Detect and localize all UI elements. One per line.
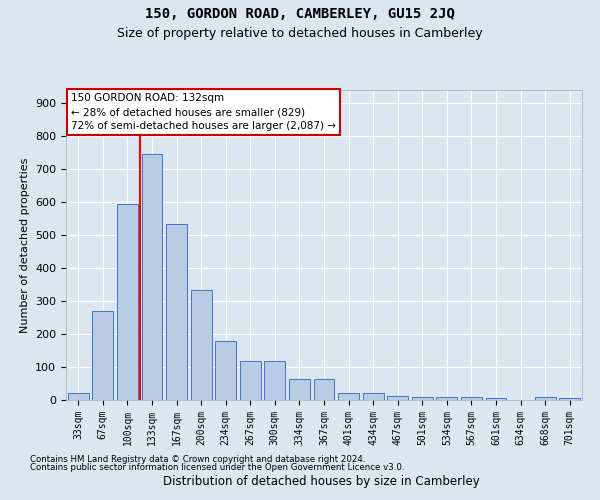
Bar (215, 342, 236, 400)
Text: Distribution of detached houses by size in Camberley: Distribution of detached houses by size … (163, 474, 479, 488)
Text: Contains HM Land Registry data © Crown copyright and database right 2024.: Contains HM Land Registry data © Crown c… (30, 455, 365, 464)
Bar (387, 396, 408, 400)
Text: Contains public sector information licensed under the Open Government Licence v3: Contains public sector information licen… (30, 464, 404, 472)
Bar (412, 398, 433, 400)
Bar (289, 378, 310, 400)
Bar (92, 311, 113, 400)
Text: 150, GORDON ROAD, CAMBERLEY, GU15 2JQ: 150, GORDON ROAD, CAMBERLEY, GU15 2JQ (145, 8, 455, 22)
Bar (142, 154, 163, 400)
Bar (314, 378, 334, 400)
Bar (338, 392, 359, 400)
Bar (240, 361, 261, 400)
Bar (117, 204, 138, 400)
Bar (362, 394, 383, 400)
Text: 150 GORDON ROAD: 132sqm
← 28% of detached houses are smaller (829)
72% of semi-d: 150 GORDON ROAD: 132sqm ← 28% of detache… (71, 93, 336, 131)
Y-axis label: Number of detached properties: Number of detached properties (20, 158, 29, 332)
Text: Size of property relative to detached houses in Camberley: Size of property relative to detached ho… (117, 28, 483, 40)
Bar (559, 398, 580, 400)
Bar (166, 224, 187, 400)
Bar (265, 361, 286, 400)
Bar (191, 290, 212, 400)
Bar (485, 398, 506, 400)
Bar (68, 394, 89, 400)
Bar (535, 398, 556, 400)
Bar (461, 398, 482, 400)
Bar (436, 398, 457, 400)
